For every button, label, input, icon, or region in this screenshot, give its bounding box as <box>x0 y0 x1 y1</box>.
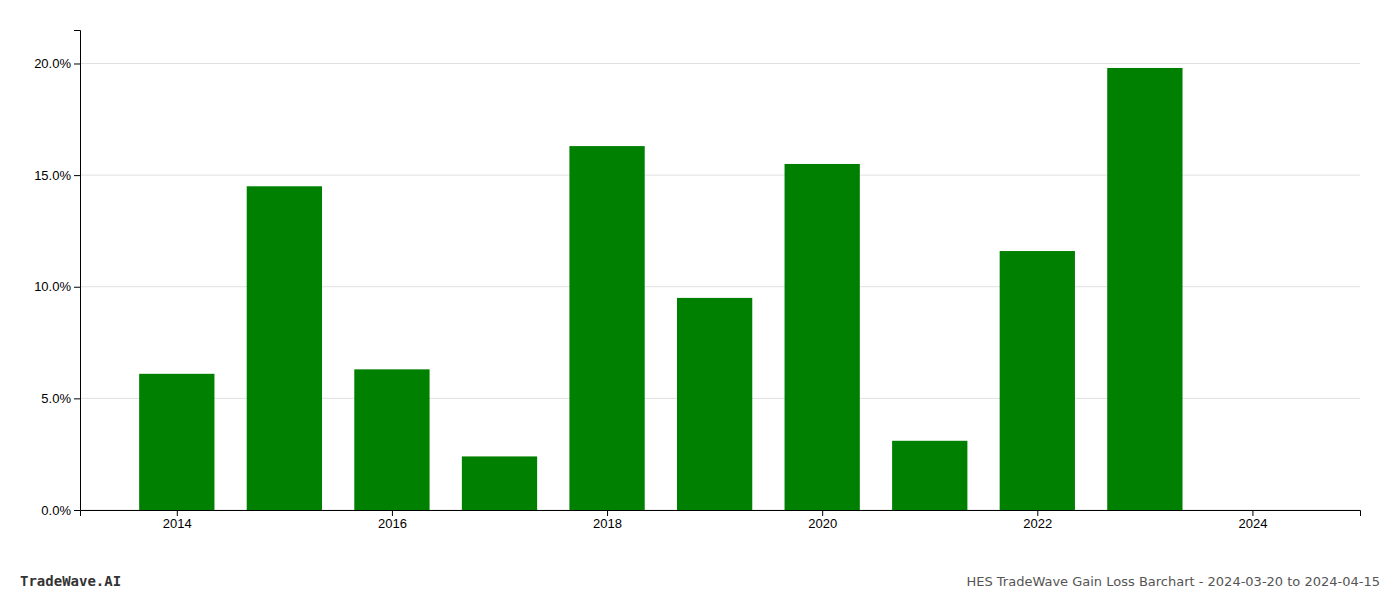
x-axis: 2014 2016 2018 2020 2022 2024 <box>81 510 1361 531</box>
x-tick-mark <box>607 510 608 516</box>
bar <box>1107 68 1182 510</box>
x-tick: 2022 <box>1023 510 1052 531</box>
y-tick-label: 10.0% <box>34 279 71 294</box>
y-tick-mark <box>74 63 80 64</box>
grid <box>80 63 1360 510</box>
x-tick-mark <box>1037 510 1038 516</box>
x-tick: 2020 <box>808 510 837 531</box>
y-tick-mark <box>74 287 80 288</box>
x-axis-line <box>81 511 1361 517</box>
bars <box>139 68 1182 510</box>
x-tick-label: 2020 <box>808 516 837 531</box>
x-tick-label: 2018 <box>593 516 622 531</box>
y-axis: 0.0% 5.0% 10.0% 15.0% 20.0% <box>34 31 80 518</box>
annotation: HES TradeWave Gain Loss Barchart - 2024-… <box>966 574 1380 589</box>
bar <box>892 441 967 510</box>
y-tick: 15.0% <box>34 168 80 183</box>
annotation: TradeWave.AI <box>20 573 121 589</box>
x-tick: 2018 <box>593 510 622 531</box>
x-tick-label: 2022 <box>1023 516 1052 531</box>
x-tick-label: 2014 <box>163 516 192 531</box>
y-tick-label: 15.0% <box>34 168 71 183</box>
chart: 0.0%5.0%10.0%15.0%20.0%20142016201820202… <box>0 0 1400 600</box>
grid-line <box>80 63 1360 64</box>
bar <box>462 456 537 510</box>
x-tick-mark <box>1252 510 1253 516</box>
y-tick: 0.0% <box>41 503 80 518</box>
bar <box>139 374 214 510</box>
y-tick-label: 5.0% <box>41 391 71 406</box>
y-tick: 10.0% <box>34 279 80 294</box>
x-tick-mark <box>392 510 393 516</box>
y-axis-line <box>74 31 81 511</box>
bar <box>785 164 860 510</box>
bar <box>677 298 752 510</box>
x-tick: 2014 <box>163 510 192 531</box>
x-tick-mark <box>177 510 178 516</box>
plot: 0.0%5.0%10.0%15.0%20.0%20142016201820202… <box>34 31 1360 532</box>
y-tick: 20.0% <box>34 56 80 71</box>
x-tick: 2024 <box>1238 510 1267 531</box>
y-tick-mark <box>74 510 80 511</box>
x-tick: 2016 <box>378 510 407 531</box>
bar <box>569 146 644 510</box>
bar <box>1000 251 1075 510</box>
y-tick-label: 0.0% <box>41 503 71 518</box>
bar <box>247 186 322 510</box>
y-tick: 5.0% <box>41 391 80 406</box>
x-tick-label: 2016 <box>378 516 407 531</box>
y-tick-label: 20.0% <box>34 56 71 71</box>
bar <box>354 369 429 510</box>
y-tick-mark <box>74 398 80 399</box>
y-tick-mark <box>74 175 80 176</box>
x-tick-label: 2024 <box>1238 516 1267 531</box>
x-tick-mark <box>822 510 823 516</box>
